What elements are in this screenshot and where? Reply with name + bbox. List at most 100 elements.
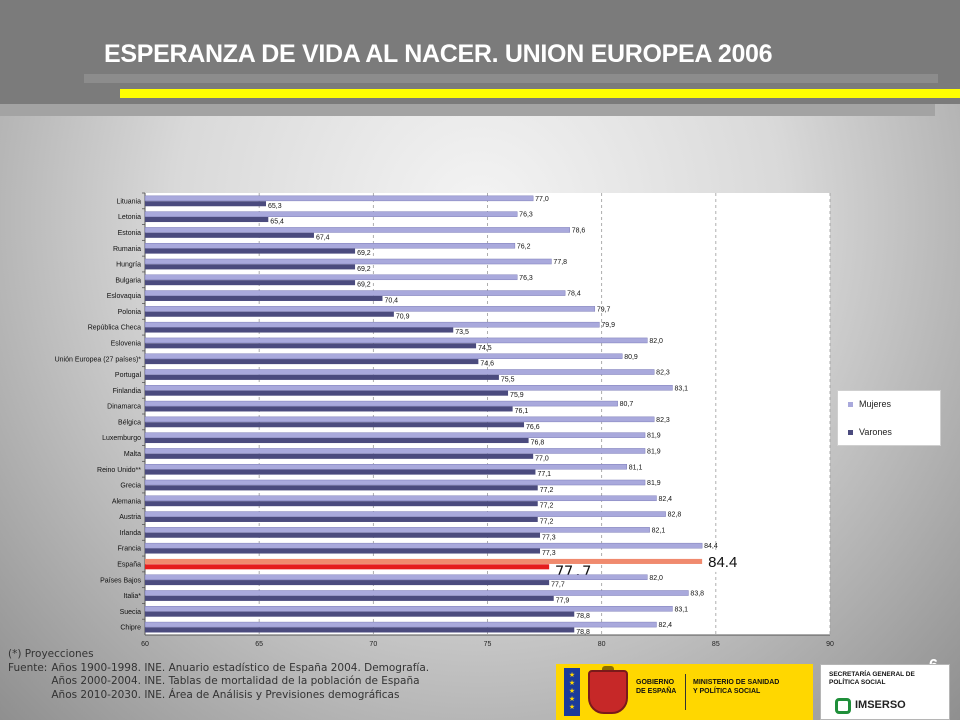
data-label-mujeres: 83,8 (690, 591, 704, 598)
bar-mujeres (144, 574, 648, 580)
data-label-mujeres: 80,7 (620, 401, 634, 408)
secretaria-text: SECRETARÍA GENERAL DE POLÍTICA SOCIAL (829, 671, 915, 686)
category-label: Rumania (113, 246, 141, 253)
bar-mujeres (144, 290, 566, 296)
footnote-source-label: Fuente: (8, 661, 48, 674)
data-label-mujeres: 81,9 (647, 480, 661, 487)
data-label-mujeres: 76,2 (517, 243, 531, 250)
chart-tick-labels: 60 65 70 75 80 85 90 (141, 641, 834, 648)
bar-mujeres (144, 321, 600, 328)
category-label: Malta (124, 451, 141, 458)
bar-varones (145, 406, 513, 412)
data-label-mujeres: 78,4 (567, 291, 581, 298)
imserso-icon (835, 698, 851, 714)
data-label-mujeres: 80,9 (624, 354, 638, 361)
data-label-varones: 70,9 (396, 313, 410, 320)
bar-mujeres (144, 416, 655, 423)
data-label-mujeres: 76,3 (519, 275, 533, 282)
bar-varones (145, 595, 554, 601)
chart-legend: Mujeres Varones (837, 390, 941, 446)
bar-mujeres (144, 495, 657, 502)
bar-varones (145, 248, 356, 254)
bar-mujeres (144, 353, 623, 359)
bar-varones (145, 501, 538, 507)
bar-varones (145, 374, 499, 380)
chart-category-labels: Lituania Letonia Estonia Rumania Hungría Bulg… (55, 198, 142, 631)
bar-mujeres (144, 195, 534, 202)
bar-mujeres (144, 400, 618, 407)
data-label-varones: 77,3 (542, 550, 556, 557)
bar-mujeres (144, 211, 518, 217)
bar-varones (145, 453, 534, 459)
x-tick-label: 70 (369, 641, 377, 648)
data-label-mujeres: 77,0 (535, 196, 549, 203)
data-label-varones: 69,2 (357, 282, 371, 289)
bar-mujeres (144, 306, 596, 312)
bar-mujeres (144, 621, 657, 628)
legend-item-mujeres: Mujeres (848, 399, 891, 409)
data-label-varones: 77,9 (556, 597, 570, 604)
category-label: Unión Europea (27 países)* (55, 356, 142, 363)
data-label-varones: 77,2 (540, 518, 554, 525)
category-label: Portugal (115, 372, 142, 379)
footnote-source-line: Años 2000-2004. INE. Tablas de mortalida… (51, 675, 420, 687)
bar-varones (145, 280, 356, 286)
data-label-mujeres: 82,4 (658, 622, 672, 629)
footnote: (*) Proyecciones Fuente: Años 1900-1998.… (8, 648, 429, 702)
bar-varones (145, 469, 536, 475)
legend-item-varones: Varones (848, 427, 892, 437)
data-label-mujeres: 83,1 (674, 606, 688, 613)
category-label: Alemania (112, 498, 141, 505)
category-label: República Checa (88, 325, 141, 332)
bar-varones (145, 422, 525, 428)
data-label-varones: 77,0 (535, 455, 549, 462)
bar-mujeres (144, 527, 650, 533)
data-label-varones: 75,9 (510, 392, 524, 399)
data-label-mujeres: 82,0 (649, 575, 663, 582)
bar-varones (145, 359, 479, 365)
bar-varones (145, 264, 356, 270)
data-label-varones: 77,3 (542, 534, 556, 541)
bar-varones (145, 327, 454, 333)
bar-mujeres (144, 463, 627, 470)
bar-mujeres (144, 542, 703, 549)
bar-varones (145, 516, 538, 522)
bar-varones (145, 216, 269, 223)
ministerio-text: MINISTERIO DE SANIDAD Y POLÍTICA SOCIAL (693, 679, 780, 695)
bar-varones (145, 532, 541, 538)
bar-mujeres (145, 558, 703, 564)
category-label: Polonia (118, 309, 141, 316)
data-label-mujeres: 78,6 (572, 227, 586, 234)
bar-mujeres (144, 606, 673, 612)
bar-mujeres (144, 274, 518, 281)
bar-mujeres (144, 258, 552, 265)
data-label-mujeres: 82,4 (658, 496, 672, 503)
bar-varones (145, 580, 550, 586)
legend-label-varones: Varones (859, 427, 892, 437)
bar-mujeres (144, 227, 570, 233)
data-label-varones: 69,2 (357, 250, 371, 257)
data-label-mujeres: 76,3 (519, 212, 533, 219)
bar-varones (145, 564, 550, 570)
category-label: Chipre (120, 625, 141, 632)
category-label: Austria (119, 514, 141, 521)
category-label: Lituania (116, 198, 141, 205)
bar-varones (145, 485, 538, 491)
category-label: Italia* (123, 593, 141, 600)
x-tick-label: 60 (141, 641, 149, 648)
data-label-mujeres: 81,9 (647, 433, 661, 440)
category-label: Letonia (118, 214, 141, 221)
data-label-mujeres: 84,4 (704, 543, 718, 550)
bar-varones (145, 311, 394, 317)
data-label-varones: 75,5 (501, 376, 515, 383)
data-label-mujeres: 81,1 (629, 464, 643, 471)
category-label: Finlandia (113, 388, 142, 395)
data-label-mujeres: 84.4 (708, 554, 737, 571)
title-underline (84, 74, 938, 83)
data-label-mujeres: 77,8 (553, 259, 567, 266)
bar-varones (145, 390, 509, 396)
data-label-mujeres: 83,1 (674, 385, 688, 392)
data-label-mujeres: 82,1 (652, 527, 666, 534)
data-label-varones: 69,2 (357, 266, 371, 273)
footnote-source: Fuente: Años 1900-1998. INE. Anuario est… (8, 662, 429, 703)
